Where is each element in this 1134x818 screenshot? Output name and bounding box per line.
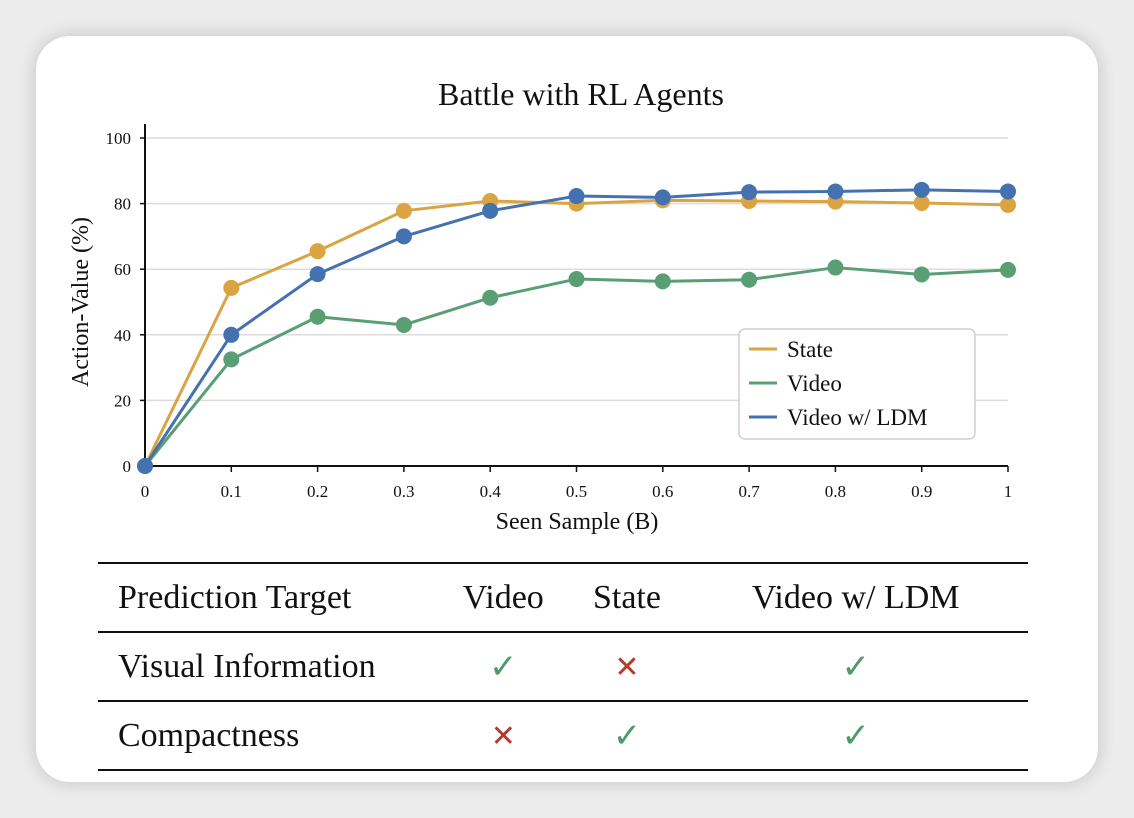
x-tick-label: 0.9: [911, 482, 932, 501]
check-icon: ✓: [841, 646, 870, 687]
y-axis-label: Action-Value (%): [68, 217, 94, 387]
y-axis-ticks: 0 20 40 60 80 100: [106, 129, 145, 476]
y-tick-label: 80: [114, 195, 131, 214]
y-tick-label: 20: [114, 391, 131, 410]
x-tick-label: 0.3: [393, 482, 414, 501]
header-video: Video: [436, 562, 571, 633]
data-point: [482, 202, 499, 219]
data-point: [309, 243, 326, 260]
data-point: [395, 228, 412, 245]
x-tick-label: 0.4: [480, 482, 502, 501]
data-point: [741, 271, 758, 288]
data-point: [568, 271, 585, 288]
legend-entry: Video w/ LDM: [787, 405, 927, 430]
series-video: [137, 259, 1016, 474]
check-icon: ✓: [841, 715, 870, 756]
data-point: [827, 259, 844, 276]
check-icon: ✓: [612, 715, 642, 756]
data-point: [913, 194, 930, 211]
cross-icon: ✕: [490, 718, 516, 754]
comparison-table: Prediction Target Video State Video w/ L…: [98, 562, 1028, 771]
y-tick-label: 100: [106, 129, 132, 148]
x-tick-label: 0.7: [738, 482, 760, 501]
row-label-visual-information: Visual Information: [98, 632, 436, 702]
header-video-ldm: Video w/ LDM: [683, 562, 1028, 633]
series-group: [137, 181, 1016, 474]
cross-icon: ✕: [614, 649, 640, 685]
data-point: [827, 183, 844, 200]
data-point: [482, 289, 499, 306]
x-tick-label: 0: [141, 482, 150, 501]
data-point: [395, 316, 412, 333]
x-tick-label: 0.6: [652, 482, 673, 501]
series-video-w-ldm: [137, 181, 1016, 474]
x-axis-ticks: 0 0.1 0.2 0.3 0.4 0.5 0.6 0.7 0.8 0.9 1: [141, 466, 1013, 501]
data-point: [1000, 196, 1016, 213]
check-icon: ✓: [489, 646, 518, 687]
legend-box: [738, 328, 976, 440]
y-tick-label: 0: [123, 457, 132, 476]
x-tick-label: 0.2: [307, 482, 328, 501]
x-tick-label: 0.5: [566, 482, 587, 501]
row-label-compactness: Compactness: [98, 701, 436, 771]
data-point: [654, 189, 671, 206]
data-point: [137, 458, 153, 474]
data-point: [309, 266, 326, 283]
data-point: [913, 181, 930, 198]
data-point: [309, 308, 326, 325]
legend-entry: State: [787, 337, 833, 362]
chart-title: Battle with RL Agents: [438, 76, 724, 112]
data-point: [741, 184, 758, 201]
y-tick-label: 60: [114, 260, 131, 279]
data-point: [223, 326, 240, 343]
y-tick-label: 40: [114, 326, 131, 345]
x-tick-label: 1: [1004, 482, 1013, 501]
data-point: [654, 273, 671, 290]
table-row: Compactness ✕ ✓ ✓: [98, 701, 1028, 771]
data-point: [223, 279, 240, 296]
x-tick-label: 0.1: [221, 482, 242, 501]
data-point: [1000, 261, 1016, 278]
header-prediction-target: Prediction Target: [98, 562, 436, 633]
legend-entry: Video: [787, 371, 842, 396]
data-point: [568, 188, 585, 205]
data-point: [1000, 183, 1016, 200]
table-row: Visual Information ✓ ✕ ✓: [98, 632, 1028, 702]
x-axis-label: Seen Sample (B): [496, 509, 659, 535]
data-point: [223, 351, 240, 368]
legend: State Video Video w/ LDM: [738, 328, 976, 440]
table-header-row: Prediction Target Video State Video w/ L…: [98, 562, 1028, 633]
header-state: State: [570, 562, 684, 633]
data-point: [395, 202, 412, 219]
x-tick-label: 0.8: [825, 482, 846, 501]
data-point: [913, 266, 930, 283]
